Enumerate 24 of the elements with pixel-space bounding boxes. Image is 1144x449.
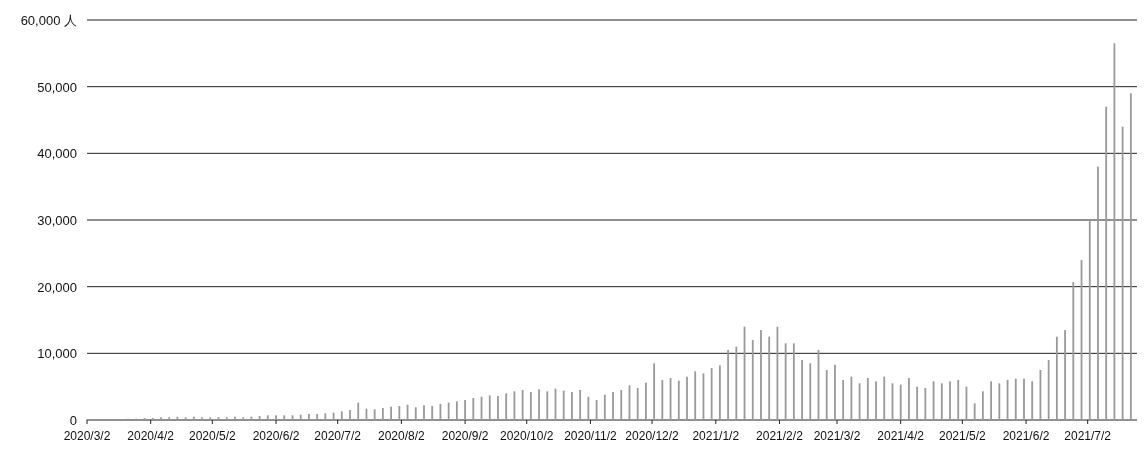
y-tick-label: 60,000 人 — [20, 13, 77, 28]
y-tick-label: 20,000 — [37, 279, 77, 295]
x-tick-label: 2021/7/2 — [1064, 429, 1112, 443]
x-tick-label: 2021/4/2 — [877, 429, 925, 443]
x-tick-label: 2020/11/2 — [564, 429, 617, 443]
x-tick-label: 2021/1/2 — [692, 429, 740, 443]
x-tick-label: 2020/10/2 — [500, 429, 554, 443]
x-tick-label: 2020/4/2 — [127, 429, 175, 443]
y-tick-label: 50,000 — [37, 79, 77, 95]
y-tick-label: 10,000 — [37, 346, 77, 362]
y-tick-label: 0 — [69, 413, 77, 428]
x-tick-label: 2020/3/2 — [63, 429, 111, 443]
x-tick-label: 2020/8/2 — [378, 429, 426, 443]
x-tick-label: 2021/5/2 — [938, 429, 987, 443]
x-tick-label: 2020/5/2 — [188, 429, 237, 443]
x-tick-label: 2020/6/2 — [252, 429, 300, 443]
y-tick-label: 40,000 — [37, 146, 77, 162]
x-tick-label: 2020/9/2 — [441, 429, 489, 443]
x-tick-label: 2021/6/2 — [1002, 429, 1050, 443]
x-tick-label: 2020/7/2 — [314, 429, 362, 443]
x-tick-label: 2020/12/2 — [625, 429, 680, 443]
y-tick-label: 30,000 — [37, 213, 77, 228]
x-tick-label: 2021/2/2 — [756, 429, 804, 443]
x-tick-label: 2021/3/2 — [813, 429, 861, 443]
